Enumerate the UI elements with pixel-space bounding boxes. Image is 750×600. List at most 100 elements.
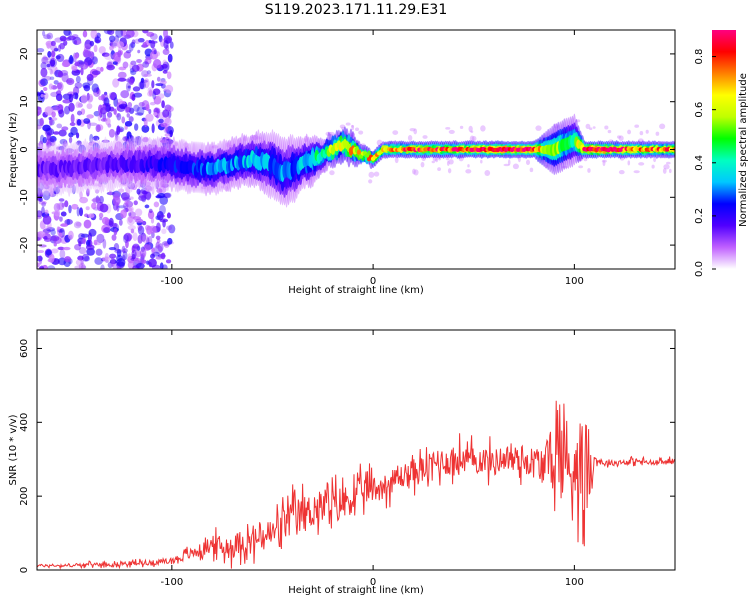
spectrogram-cell	[368, 171, 375, 178]
spectrogram-cell	[133, 200, 138, 206]
spectrogram-cell	[120, 90, 130, 99]
spectrogram-cell	[49, 58, 56, 67]
spectrogram-cell	[46, 227, 56, 232]
spectrogram-cell	[535, 125, 542, 131]
spectrogram-cell	[141, 70, 149, 78]
spectrogram-cell	[148, 235, 153, 245]
spectrogram-cell	[103, 30, 113, 35]
spectrogram-cell	[627, 129, 632, 135]
spectrogram-cell	[122, 251, 128, 261]
spectrogram-cell	[91, 56, 98, 65]
spectrogram-cell	[484, 169, 491, 177]
spectrogram-cell	[126, 131, 132, 140]
spectrogram-cell	[672, 146, 675, 152]
spectrogram-cell	[148, 109, 152, 114]
spectrogram-cell	[155, 195, 163, 199]
spectrogram-cell	[50, 235, 60, 242]
spectrogram-cell	[147, 87, 154, 94]
spectrogram-cell	[47, 265, 56, 269]
spectrogram-cell	[128, 116, 134, 123]
snr-x-tick-label: 0	[370, 577, 376, 588]
spectrogram-cell	[112, 195, 121, 206]
spectrogram-cell	[51, 111, 56, 118]
spectrogram-cell	[83, 84, 91, 92]
spectrogram-cell	[37, 210, 43, 218]
spectrogram-cell	[55, 103, 64, 111]
spectrogram-cell	[471, 135, 477, 142]
spectrogram-cell	[167, 237, 173, 245]
spectrogram-cell	[151, 247, 155, 253]
spectrogram-cell	[127, 253, 132, 261]
spectrogram-cell	[465, 169, 472, 174]
spectrogram-cell	[130, 228, 135, 234]
spectrogram-cell	[134, 38, 141, 44]
spectrogram-cell	[78, 61, 86, 65]
spectrogram-cell	[42, 215, 52, 225]
spectrogram-cell	[78, 247, 87, 255]
spectrogram-cell	[103, 91, 108, 96]
spectrogram-cell	[73, 53, 79, 60]
spectrogram-cell	[339, 124, 346, 129]
spectrogram-cell	[43, 225, 52, 230]
spectrogram-cell	[128, 206, 134, 213]
spectrogram-cell	[74, 61, 81, 67]
spectrogram-cell	[135, 112, 144, 116]
spectrogram-cell	[137, 49, 141, 54]
spectrogram-cell	[662, 168, 667, 174]
spectrogram-cell	[37, 249, 45, 254]
spectrogram-cell	[98, 46, 106, 54]
spectrogram-cell	[67, 230, 74, 240]
spectrogram-cell	[116, 102, 121, 111]
spectrogram-cell	[663, 164, 670, 170]
spectrogram-cell	[151, 123, 155, 134]
spectrogram-cell	[147, 210, 155, 220]
spectrogram-cell	[149, 101, 156, 106]
spectrogram-cell	[86, 114, 94, 119]
spectrogram-cell	[103, 97, 110, 106]
spectrogram-cell	[98, 195, 104, 204]
spectrogram-cell	[58, 232, 63, 238]
spectrogram-cell	[137, 225, 145, 235]
spectrogram-cell	[469, 135, 475, 142]
colorbar-tick-label: 0.8	[694, 49, 705, 65]
spectrogram-cell	[164, 84, 174, 94]
spectrogram-cell	[80, 233, 90, 238]
spectrogram-cell	[84, 213, 89, 218]
colorbar-gradient	[712, 30, 736, 269]
spectrogram-cell	[71, 203, 79, 210]
spectrogram-cell	[148, 89, 153, 97]
spectrogram-cell	[108, 128, 116, 138]
spectrogram-cell	[138, 80, 146, 90]
spectrogram-cell	[124, 200, 129, 205]
spectrogram-cell	[158, 118, 164, 124]
spectrogram-cell	[161, 264, 168, 269]
spectrogram-cell	[113, 108, 117, 115]
spectrogram-cell	[58, 129, 67, 137]
spectrogram-cell	[125, 30, 135, 38]
spectrogram-cell	[125, 82, 132, 92]
snr-x-label: Height of straight line (km)	[288, 585, 424, 596]
spectrogram-cell	[62, 99, 72, 104]
spectrogram-cell	[653, 156, 657, 163]
figure-title: S119.2023.171.11.29.E31	[265, 2, 448, 18]
spectrogram-cell	[75, 259, 84, 266]
spectrogram-cell	[63, 30, 71, 36]
spectrogram-cell	[137, 37, 145, 43]
spectrogram-cell	[59, 249, 66, 259]
spectrogram-cell	[93, 239, 98, 246]
spectrogram-cell	[86, 103, 93, 110]
spectrogram-cell	[37, 262, 40, 268]
spectrogram-cell	[133, 92, 143, 98]
spectrogram-cell	[83, 118, 91, 124]
spectrogram-cell	[116, 41, 125, 49]
spectrogram-cell	[131, 249, 137, 259]
spectrogram-cell	[168, 224, 176, 234]
spectrogram-cell	[135, 218, 144, 223]
spectrogram-cell	[102, 238, 107, 249]
spectrogram-cell	[68, 136, 73, 144]
spectrogram-cell	[507, 159, 511, 166]
spectrogram-cell	[50, 229, 56, 236]
spectrogram-cell	[59, 216, 63, 222]
spectrogram-cell	[86, 73, 94, 82]
spectrogram-cell	[587, 168, 591, 173]
